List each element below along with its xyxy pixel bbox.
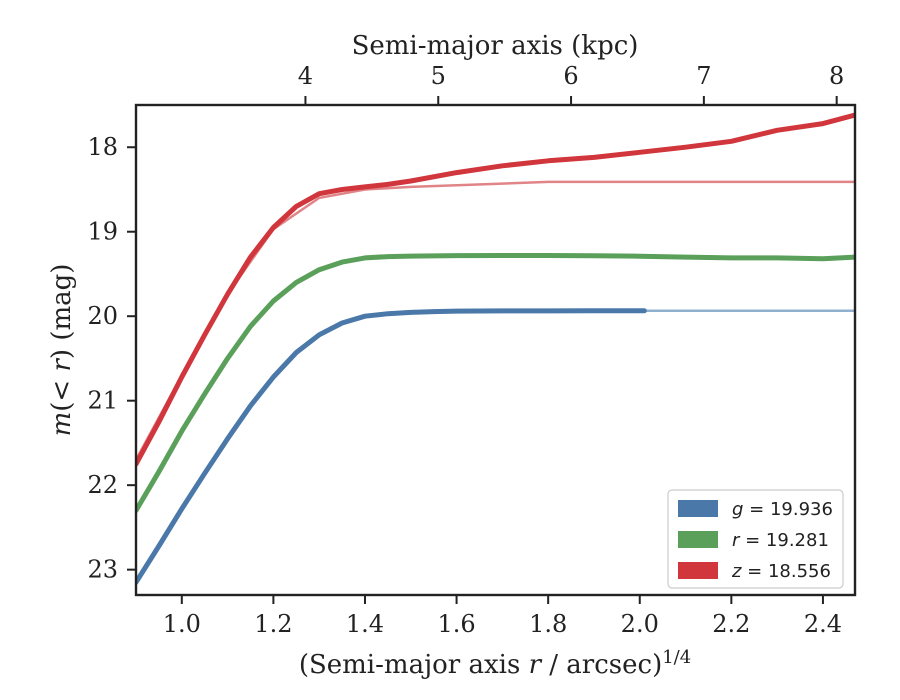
x-tick-label: 1.0 (163, 610, 201, 638)
series-line-z (136, 112, 855, 467)
legend: g = 19.936 r = 19.281 z = 18.556 (667, 489, 844, 589)
x-tick-label: 2.2 (712, 610, 750, 638)
y-tick-label: 19 (87, 218, 118, 246)
y-tick-label: 18 (87, 133, 118, 161)
top-x-axis-title: Semi-major axis (kpc) (352, 31, 639, 61)
x-tick-label: 1.2 (254, 610, 292, 638)
series-layer (136, 112, 855, 585)
top-x-axis: 4 5 6 7 8 (298, 62, 844, 105)
y-tick-label: 23 (87, 556, 118, 584)
y-tick-label: 21 (87, 387, 118, 415)
legend-label-r: r = 19.281 (732, 530, 829, 551)
x-tick-label: 2.0 (621, 610, 659, 638)
x-axis: 1.0 1.2 1.4 1.6 1.8 2.0 2.2 2.4 (163, 595, 842, 638)
x-tick-label: 2.4 (804, 610, 842, 638)
top-x-tick-label: 7 (696, 62, 711, 90)
y-tick-label: 20 (87, 302, 118, 330)
x-axis-title: (Semi-major axis r / arcsec)1/4 (299, 647, 691, 680)
top-x-tick-label: 6 (563, 62, 578, 90)
series-line-r (136, 253, 855, 513)
x-tick-label: 1.6 (437, 610, 475, 638)
x-tick-label: 1.8 (529, 610, 567, 638)
legend-label-g: g = 19.936 (732, 499, 833, 520)
top-x-tick-label: 4 (298, 62, 313, 90)
y-axis-title: m(< r) (mag) (47, 264, 77, 437)
top-x-tick-label: 5 (431, 62, 446, 90)
y-tick-label: 22 (87, 471, 118, 499)
plot-frame (134, 103, 857, 597)
legend-swatch-z (678, 562, 718, 579)
top-x-tick-label: 8 (829, 62, 844, 90)
y-axis: 18 19 20 21 22 23 (87, 133, 136, 584)
legend-swatch-r (678, 531, 718, 548)
legend-swatch-g (678, 500, 718, 517)
series-line-g (136, 308, 647, 585)
legend-label-z: z = 18.556 (731, 561, 831, 582)
x-tick-label: 1.4 (346, 610, 384, 638)
